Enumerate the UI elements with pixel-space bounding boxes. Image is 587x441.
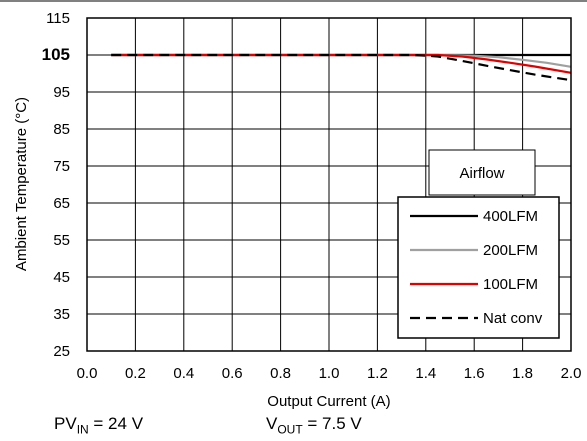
- legend: Airflow 400LFM 200LFM 100LFM Nat conv: [397, 149, 560, 339]
- x-tick-label: 1.4: [415, 365, 436, 382]
- legend-title: Airflow: [459, 165, 504, 182]
- x-tick-label: 2.0: [561, 365, 582, 382]
- y-tick-label: 75: [53, 158, 70, 175]
- pv-in-label: PV: [54, 414, 77, 433]
- y-tick-label: 35: [53, 306, 70, 323]
- x-tick-label: 0.8: [270, 365, 291, 382]
- vout-label: V: [266, 414, 278, 433]
- vout-value: = 7.5 V: [302, 414, 362, 433]
- legend-title-box: [428, 149, 536, 196]
- vout-subscript: OUT: [277, 422, 303, 437]
- y-tick-label: 45: [53, 269, 70, 286]
- x-tick-label: 0.4: [173, 365, 194, 382]
- y-tick-label: 95: [53, 84, 70, 101]
- legend-label: Nat conv: [483, 310, 543, 327]
- x-tick-label: 1.0: [319, 365, 340, 382]
- series-line-nat-conv: [111, 53, 572, 82]
- x-tick-label: 0.6: [222, 365, 243, 382]
- pv-in-condition: PVIN = 24 V: [54, 414, 143, 436]
- x-tick-label: 1.8: [512, 365, 533, 382]
- x-tick-label: 1.2: [367, 365, 388, 382]
- x-tick-label: 1.6: [464, 365, 485, 382]
- legend-box: [397, 196, 560, 339]
- legend-label: 400LFM: [483, 208, 538, 225]
- legend-items: 400LFM 200LFM 100LFM Nat conv: [410, 208, 543, 327]
- legend-label: 100LFM: [483, 276, 538, 293]
- legend-label: 200LFM: [483, 242, 538, 259]
- y-axis-label: Ambient Temperature (°C): [13, 97, 30, 271]
- pv-in-subscript: IN: [76, 422, 89, 437]
- x-tick-labels: 0.0 0.2 0.4 0.6 0.8 1.0 1.2 1.4 1.6 1.8 2.0: [77, 365, 582, 382]
- vout-condition: VOUT = 7.5 V: [266, 414, 362, 436]
- y-tick-label: 25: [53, 343, 70, 360]
- pv-in-value: = 24 V: [88, 414, 144, 433]
- plot-frame: [86, 17, 572, 352]
- y-tick-label: 55: [53, 232, 70, 249]
- series-line-100lfm: [111, 53, 572, 74]
- series-lines: [111, 53, 572, 82]
- y-tick-label: 85: [53, 121, 70, 138]
- y-tick-label: 105: [42, 45, 70, 64]
- y-tick-label: 65: [53, 195, 70, 212]
- y-tick-label: 115: [46, 10, 70, 27]
- x-tick-label: 0.0: [77, 365, 98, 382]
- x-tick-label: 0.2: [125, 365, 146, 382]
- y-tick-labels: 25 35 45 55 65 75 85 95 105 115: [42, 10, 70, 360]
- x-axis-label: Output Current (A): [267, 393, 390, 410]
